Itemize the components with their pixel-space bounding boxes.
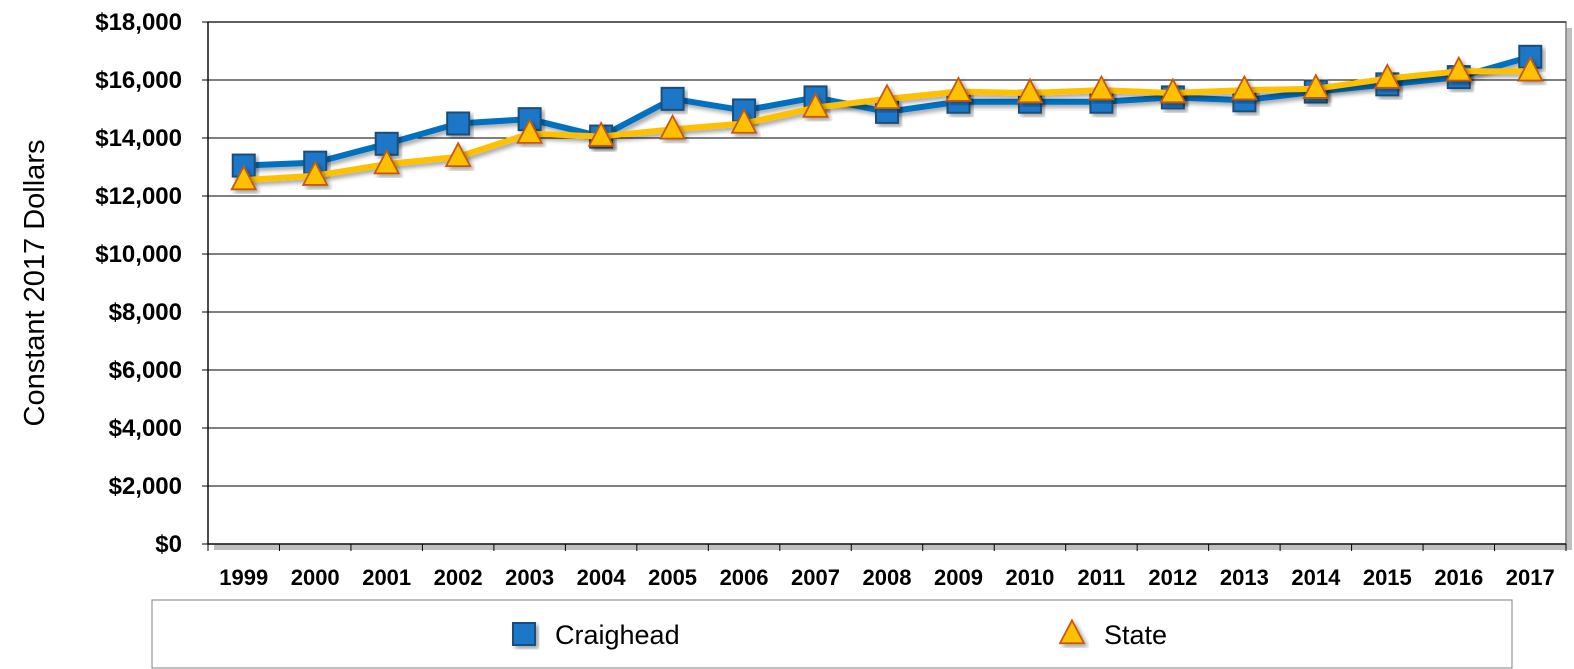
data-point-triangle <box>1230 74 1258 101</box>
data-point-triangle <box>944 76 972 102</box>
data-point-triangle <box>659 113 687 140</box>
legend-item-state: State <box>1044 618 1167 650</box>
x-tick-label: 2001 <box>362 565 411 590</box>
x-tick-label: 2007 <box>791 565 840 590</box>
x-tick-label: 2006 <box>720 565 769 590</box>
data-point-triangle <box>1159 77 1187 104</box>
legend-items: Craighead State <box>496 618 1167 650</box>
legend-box <box>151 599 1513 669</box>
x-tick-label: 2014 <box>1291 565 1341 590</box>
y-tick-labels: $0 $2,000 $4,000 $6,000 $8,000 $10,000 $12,000… <box>95 9 182 558</box>
data-point-square <box>660 86 685 111</box>
y-tick-label: $6,000 <box>109 357 182 384</box>
data-point-triangle <box>1087 74 1115 101</box>
legend-marker-triangle <box>1058 618 1086 645</box>
y-tick-label: $10,000 <box>95 241 182 268</box>
x-tick-labels: 1999 2000 2001 2002 2003 2004 2005 2006 2007 2008… <box>219 565 1554 590</box>
x-tick-label: 2012 <box>1148 565 1197 590</box>
data-point-square <box>446 111 471 136</box>
data-point-triangle <box>230 164 258 191</box>
x-tick-label: 2013 <box>1220 565 1269 590</box>
data-point-triangle <box>444 141 472 167</box>
data-point-triangle <box>1516 55 1544 82</box>
legend: Craighead State <box>151 599 1513 669</box>
x-tick-label: 2002 <box>434 565 483 590</box>
x-tick-label: 2000 <box>291 565 340 590</box>
data-point-triangle <box>301 160 329 186</box>
data-point-triangle <box>1302 73 1330 99</box>
data-point-triangle <box>587 120 615 147</box>
data-point-triangle <box>516 118 544 144</box>
y-tick-label: $12,000 <box>95 183 182 210</box>
gridlines <box>202 21 1566 545</box>
x-tick-label: 2004 <box>577 565 627 590</box>
legend-marker-square <box>512 622 536 646</box>
x-tick-label: 2003 <box>505 565 554 590</box>
series <box>230 44 1544 191</box>
y-tick-label: $18,000 <box>95 9 182 36</box>
data-point-triangle <box>802 91 830 118</box>
x-tick-label: 2010 <box>1005 565 1054 590</box>
legend-label: State <box>1104 620 1167 650</box>
y-tick-label: $14,000 <box>95 125 182 152</box>
x-tick-label: 2017 <box>1506 565 1555 590</box>
x-tick-label: 2015 <box>1363 565 1412 590</box>
data-point-triangle <box>873 83 901 109</box>
x-tick-label: 2005 <box>648 565 697 590</box>
data-point-triangle <box>730 107 758 134</box>
axes <box>207 22 1567 551</box>
x-tick-label: 2008 <box>863 565 912 590</box>
y-tick-label: $16,000 <box>95 67 182 94</box>
y-tick-label: $2,000 <box>109 473 182 500</box>
y-tick-label: $0 <box>155 531 182 558</box>
y-tick-label: $4,000 <box>109 415 182 442</box>
series-state <box>230 55 1544 191</box>
data-point-triangle <box>373 148 401 175</box>
legend-item-craighead: Craighead <box>496 620 680 650</box>
x-tick-label: 2016 <box>1434 565 1483 590</box>
x-tick-label: 2009 <box>934 565 983 590</box>
legend-label: Craighead <box>555 620 680 650</box>
x-tick-label: 2011 <box>1078 565 1126 590</box>
data-point-triangle <box>1016 77 1044 104</box>
data-point-triangle <box>1373 62 1401 89</box>
x-tick-label: 1999 <box>219 565 268 590</box>
y-tick-label: $8,000 <box>109 299 182 326</box>
y-axis-label: Constant 2017 Dollars <box>19 140 51 427</box>
data-point-triangle <box>1445 55 1473 82</box>
